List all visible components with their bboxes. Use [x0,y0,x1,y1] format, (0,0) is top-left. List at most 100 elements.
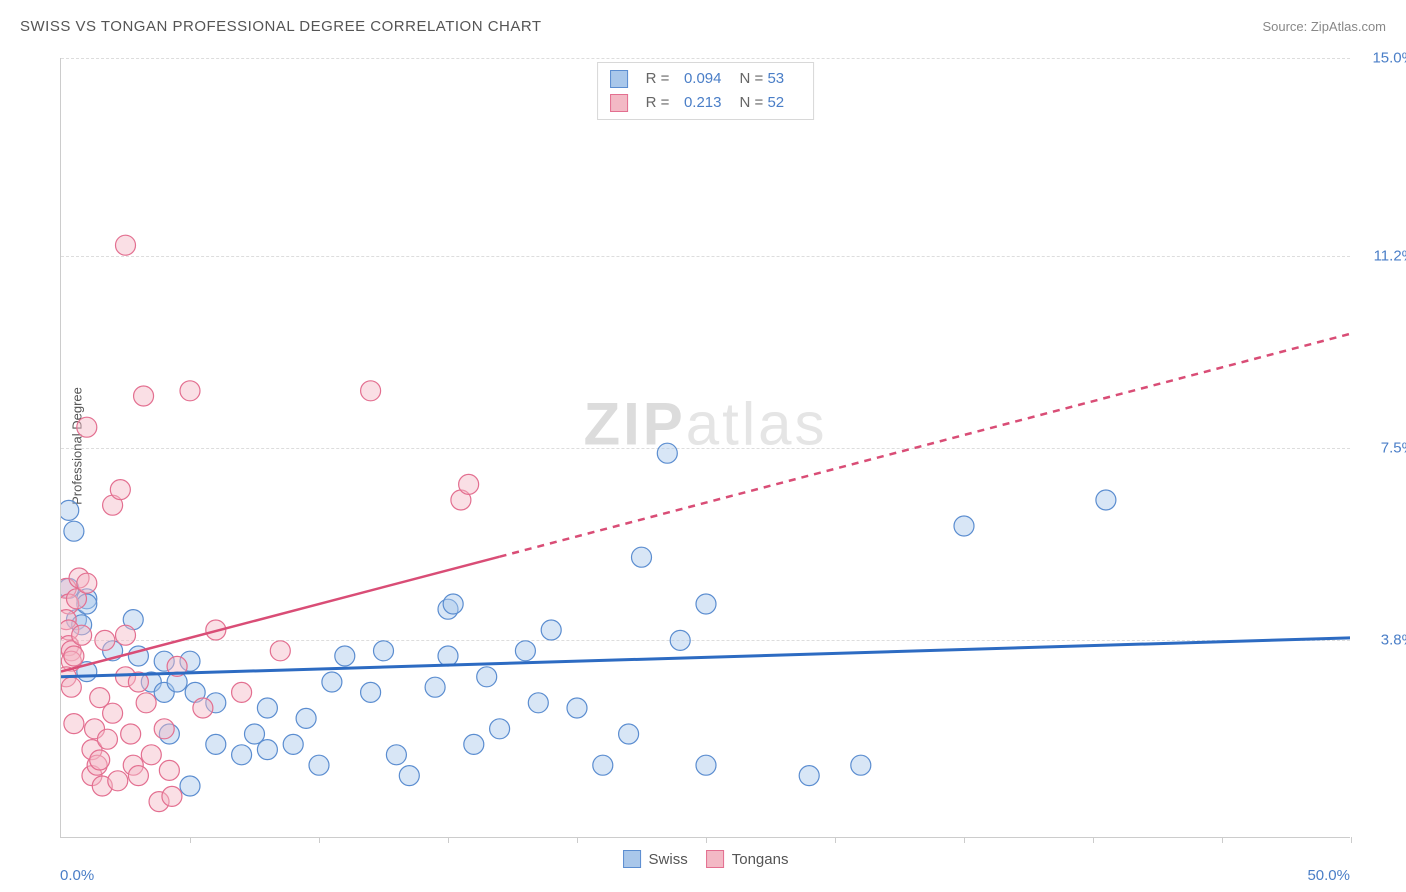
data-point [77,573,97,593]
data-point [128,766,148,786]
swatch-tongans [610,94,628,112]
data-point [154,719,174,739]
xtick [190,837,191,843]
data-point [335,646,355,666]
data-point [954,516,974,536]
data-point [162,786,182,806]
swatch-swiss [610,70,628,88]
data-point [464,734,484,754]
data-point [61,500,79,520]
data-point [103,703,123,723]
xtick [577,837,578,843]
xtick [964,837,965,843]
data-point [322,672,342,692]
data-point [95,630,115,650]
data-point [97,729,117,749]
data-point [141,745,161,765]
data-point [567,698,587,718]
data-point [374,641,394,661]
x-axis-min-label: 0.0% [60,867,94,884]
legend-item-swiss: Swiss [623,850,688,868]
data-point [121,724,141,744]
legend-label-tongans: Tongans [732,851,789,868]
data-point [851,755,871,775]
xtick [835,837,836,843]
data-point [541,620,561,640]
correlation-legend: R = 0.094 N = 53 R = 0.213 N = 52 [597,62,815,120]
data-point [696,594,716,614]
chart-svg [61,58,1350,837]
data-point [257,698,277,718]
data-point [799,766,819,786]
data-point [619,724,639,744]
data-point [425,677,445,697]
legend-label-swiss: Swiss [649,851,688,868]
data-point [386,745,406,765]
swatch-tongans-bottom [706,850,724,868]
data-point [593,755,613,775]
data-point [159,760,179,780]
data-point [64,646,84,666]
data-point [108,771,128,791]
data-point [296,708,316,728]
data-point [361,682,381,702]
chart-header: SWISS VS TONGAN PROFESSIONAL DEGREE CORR… [20,18,1386,35]
data-point [696,755,716,775]
data-point [399,766,419,786]
data-point [477,667,497,687]
swatch-swiss-bottom [623,850,641,868]
data-point [134,386,154,406]
data-point [515,641,535,661]
xtick [319,837,320,843]
ytick-label: 7.5% [1381,440,1406,457]
regression-line [61,638,1350,677]
data-point [90,750,110,770]
ytick-label: 3.8% [1381,632,1406,649]
chart-source: Source: ZipAtlas.com [1262,19,1386,34]
data-point [136,693,156,713]
xtick [1222,837,1223,843]
chart-title: SWISS VS TONGAN PROFESSIONAL DEGREE CORR… [20,18,542,35]
xtick [1093,837,1094,843]
data-point [443,594,463,614]
data-point [490,719,510,739]
data-point [180,381,200,401]
data-point [232,745,252,765]
data-point [270,641,290,661]
data-point [116,625,136,645]
data-point [77,417,97,437]
data-point [670,630,690,650]
data-point [180,776,200,796]
legend-item-tongans: Tongans [706,850,789,868]
data-point [257,740,277,760]
plot-area: ZIPatlas R = 0.094 N = 53 R = 0.213 N = … [60,58,1350,838]
data-point [206,734,226,754]
data-point [438,646,458,666]
data-point [632,547,652,567]
data-point [657,443,677,463]
series-legend: Swiss Tongans [623,850,789,868]
xtick [448,837,449,843]
ytick-label: 11.2% [1374,247,1406,264]
data-point [232,682,252,702]
xtick [1351,837,1352,843]
data-point [61,677,81,697]
legend-row-tongans: R = 0.213 N = 52 [610,91,796,115]
data-point [309,755,329,775]
xtick [706,837,707,843]
data-point [64,714,84,734]
regression-line-extrapolated [500,334,1350,557]
x-axis-max-label: 50.0% [1307,867,1350,884]
data-point [1096,490,1116,510]
ytick-label: 15.0% [1372,50,1406,67]
legend-row-swiss: R = 0.094 N = 53 [610,67,796,91]
data-point [72,625,92,645]
data-point [193,698,213,718]
data-point [459,474,479,494]
data-point [110,480,130,500]
data-point [116,235,136,255]
data-point [64,521,84,541]
data-point [361,381,381,401]
data-point [528,693,548,713]
data-point [283,734,303,754]
